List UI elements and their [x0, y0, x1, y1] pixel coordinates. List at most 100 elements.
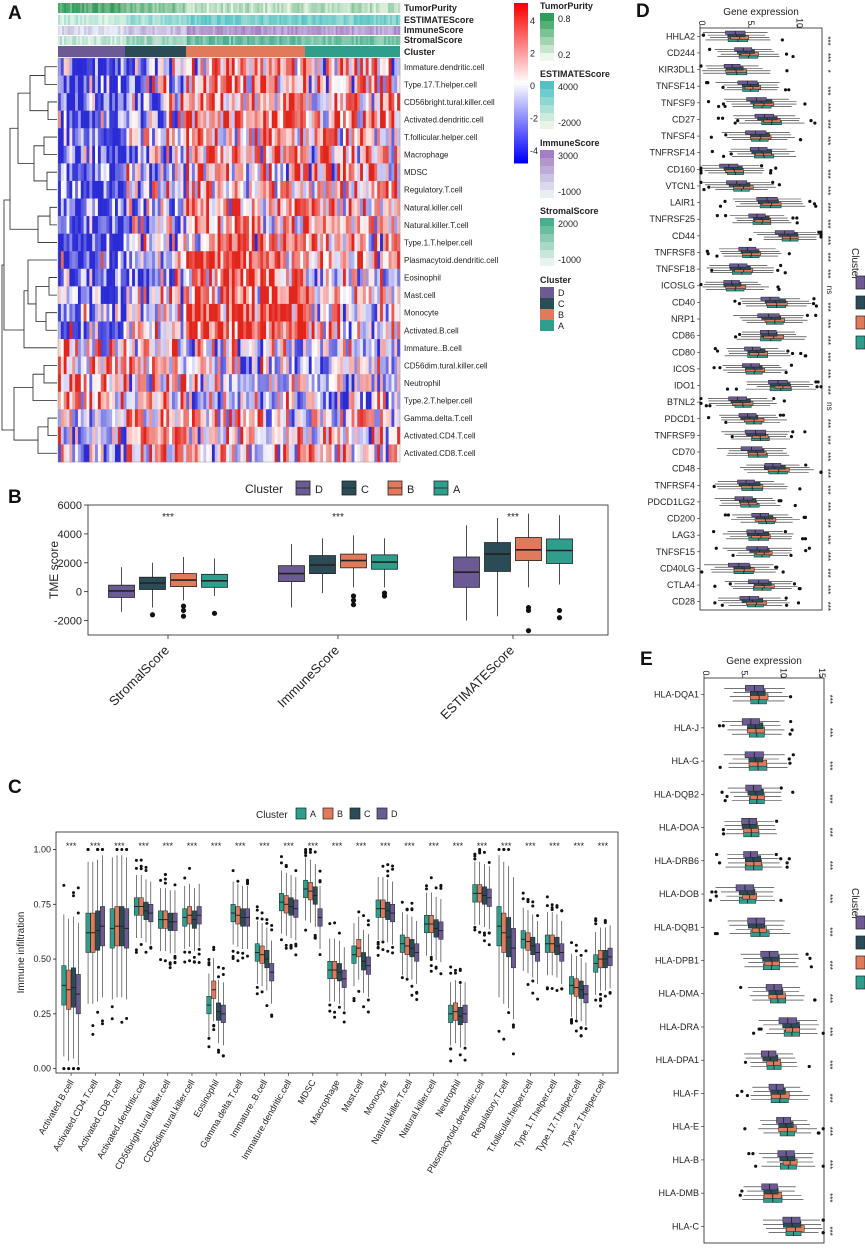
heatmap-cell: [97, 198, 101, 217]
annotation-cell: [305, 15, 308, 25]
heatmap-cell: [134, 391, 139, 410]
heatmap-cell: [72, 356, 76, 375]
annotation-cell: [345, 15, 348, 25]
heatmap-cell: [308, 110, 312, 129]
heatmap-cell: [343, 216, 347, 234]
annotation-cell: [259, 3, 262, 13]
heatmap-cell: [263, 58, 267, 76]
group-activated-cd4-t-cell: [85, 848, 105, 1036]
heatmap-cell: [103, 110, 107, 129]
heatmap-cell: [109, 251, 113, 270]
outlier-point: [134, 948, 138, 952]
heatmap-cell: [209, 145, 213, 164]
heatmap-cell: [106, 233, 110, 252]
heatmap-cell: [60, 444, 64, 463]
heatmap-cell: [283, 93, 287, 111]
heatmap-cell: [86, 286, 90, 305]
annotation-cell: [142, 26, 145, 35]
heatmap-cell: [200, 286, 204, 305]
outlier-point: [531, 979, 535, 983]
heatmap-cell: [320, 374, 324, 392]
heatmap-cell: [132, 163, 136, 182]
heatmap-cell: [397, 216, 401, 234]
heatmap-cell: [63, 128, 67, 147]
heatmap-cell: [382, 58, 386, 76]
heatmap-cell: [152, 444, 156, 463]
heatmap-cell: [365, 58, 369, 76]
annotation-cell: [317, 26, 320, 35]
heatmap-cell: [134, 233, 139, 252]
outlier-point: [545, 895, 549, 899]
heatmap-cell: [117, 409, 121, 428]
heatmap-cell: [140, 110, 144, 129]
heatmap-cell: [183, 198, 187, 217]
heatmap-cell: [117, 268, 121, 287]
heatmap-cell: [189, 321, 193, 340]
heatmap-cell: [371, 303, 375, 322]
annotation-cell: [182, 26, 186, 35]
heatmap-cell: [157, 163, 161, 182]
heatmap-cell: [97, 180, 101, 199]
heatmap-cell: [97, 356, 101, 375]
annotation-cell: [72, 36, 75, 45]
heatmap-cell: [380, 233, 384, 252]
heatmap-cell: [109, 268, 113, 287]
outlier-point: [183, 950, 187, 954]
heatmap-cell: [365, 198, 369, 217]
heatmap-cell: [132, 321, 136, 340]
heatmap-cell: [260, 268, 264, 287]
row-label-activated-dendritic-cell: Activated.dendritic.cell: [404, 115, 484, 124]
heatmap-cell: [286, 198, 290, 217]
heatmap-cell: [291, 180, 295, 199]
heatmap-cell: [157, 268, 161, 287]
heatmap-cell: [340, 216, 344, 234]
scale-step: [514, 8, 528, 12]
heatmap-cell: [206, 75, 210, 94]
heatmap-cell: [348, 75, 352, 94]
heatmap-cell: [66, 233, 70, 252]
annotation-cell: [170, 15, 173, 25]
scale-step: [514, 125, 528, 129]
heatmap-cell: [260, 286, 264, 305]
heatmap-cell: [240, 163, 244, 182]
annotation-cell: [363, 15, 367, 25]
heatmap-cell: [240, 426, 244, 445]
annotation-cell: [102, 3, 105, 13]
heatmap-cell: [360, 268, 364, 287]
group-mast-cell: [351, 910, 371, 1014]
heatmap-cell: [246, 391, 250, 410]
annotation-cell: [231, 26, 234, 35]
heatmap-cell: [103, 163, 107, 182]
annotation-cell: [164, 3, 167, 13]
heatmap-cell: [351, 268, 355, 287]
heatmap-cell: [371, 356, 375, 375]
significance-label: ***: [823, 252, 832, 261]
heatmap-cell: [97, 321, 101, 340]
heatmap-cell: [166, 128, 170, 147]
heatmap-cell: [66, 93, 70, 111]
heatmap-cell: [97, 163, 101, 182]
heatmap-cell: [120, 145, 124, 164]
heatmap-cell: [129, 303, 133, 322]
heatmap-cell: [69, 391, 73, 410]
heatmap-cell: [391, 391, 395, 410]
heatmap-cell: [103, 75, 107, 94]
heatmap-cell: [183, 110, 187, 129]
heatmap-cell: [323, 251, 327, 270]
significance-label: ***: [356, 841, 367, 851]
outlier-point: [699, 396, 703, 401]
heatmap-cell: [197, 268, 201, 287]
heatmap-cell: [294, 374, 298, 392]
heatmap-cell: [89, 409, 93, 428]
heatmap-cell: [294, 128, 298, 147]
heatmap-cell: [317, 110, 321, 129]
heatmap-cell: [274, 233, 278, 252]
heatmap-cell: [274, 321, 278, 340]
heatmap-cell: [197, 426, 201, 445]
heatmap-cell: [271, 339, 275, 357]
heatmap-cell: [77, 339, 82, 357]
outlier-point: [733, 299, 737, 303]
heatmap-cell: [126, 58, 130, 76]
annotation-cell: [224, 3, 228, 13]
significance-label: ***: [114, 841, 125, 851]
